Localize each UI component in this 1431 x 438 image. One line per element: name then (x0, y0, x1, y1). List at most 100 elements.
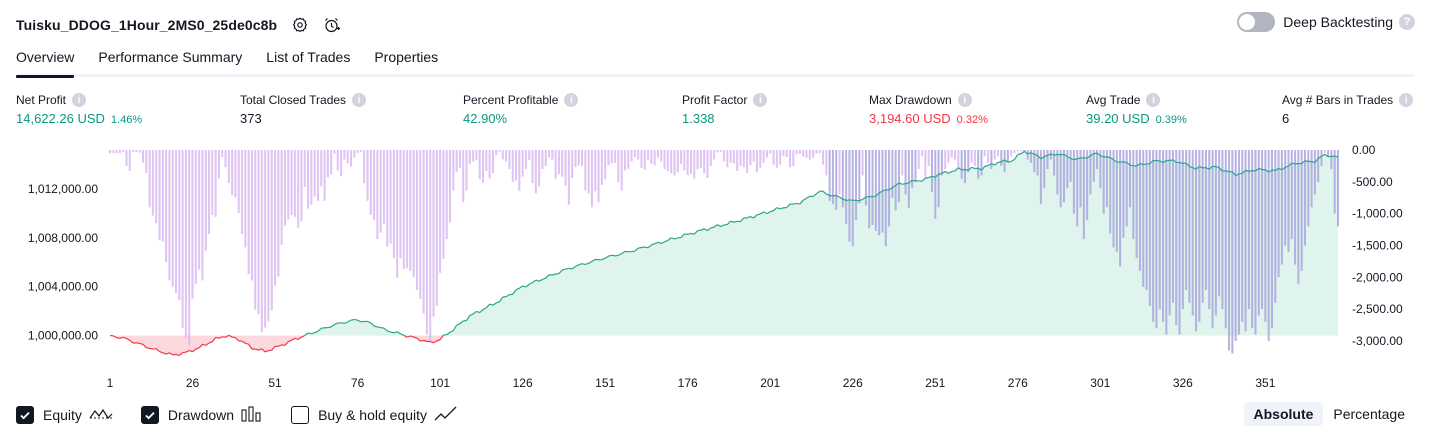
drawdown-bar (1122, 150, 1125, 238)
equity-line-segment (545, 274, 550, 279)
equity-line-segment (377, 326, 381, 329)
drawdown-bar (861, 150, 864, 176)
drawdown-bar (379, 150, 382, 233)
drawdown-bar (191, 150, 194, 299)
drawdown-bar (247, 150, 250, 275)
info-icon[interactable]: i (1399, 93, 1414, 107)
chart-legend: Equity Drawdown Buy & hold equity Absolu… (16, 402, 1415, 428)
tab-overview[interactable]: Overview (16, 44, 75, 78)
equity-line-segment (687, 232, 692, 235)
checkbox-checked[interactable] (16, 406, 34, 424)
equity-line-segment (984, 164, 989, 167)
drawdown-bar (782, 150, 785, 157)
equity-line-segment (1288, 162, 1293, 167)
equity-line-segment (449, 330, 454, 333)
add-alert-icon[interactable] (323, 16, 341, 34)
drawdown-bar (303, 150, 306, 187)
report-tabs: Overview Performance Summary List of Tra… (16, 44, 1415, 78)
info-icon[interactable]: i (72, 93, 87, 107)
equity-line-segment (835, 194, 840, 198)
drawdown-bar (399, 150, 402, 259)
equity-line-segment (1100, 155, 1104, 158)
equity-line-segment (604, 255, 609, 259)
drawdown-bar (406, 150, 409, 269)
equity-line-segment (763, 211, 768, 215)
drawdown-bar (264, 150, 267, 328)
equity-line-segment (232, 336, 236, 339)
drawdown-bar (947, 150, 950, 163)
equity-line-segment (746, 216, 751, 219)
equity-line-segment (822, 190, 827, 195)
drawdown-bar (1095, 150, 1099, 170)
equity-line-segment (1159, 160, 1164, 164)
equity-line-segment (423, 339, 428, 342)
tab-list-of-trades[interactable]: List of Trades (266, 49, 351, 65)
drawdown-bar (316, 150, 319, 201)
equity-line-segment (925, 177, 929, 179)
equity-line-segment (228, 334, 233, 338)
equity-line-segment (674, 237, 678, 240)
equity-line-segment (532, 279, 537, 284)
drawdown-bar (993, 150, 996, 160)
equity-drawdown-chart[interactable]: 1,000,000.00 1,004,000.00 1,008,000.00 1,01… (0, 140, 1431, 396)
drawdown-bar (676, 150, 679, 173)
equity-line-segment (638, 246, 642, 249)
equity-line-segment (334, 322, 339, 325)
info-icon[interactable]: i (564, 93, 579, 107)
info-icon[interactable]: i (957, 93, 972, 107)
equity-line-segment (816, 190, 821, 195)
drawdown-bar (689, 150, 693, 174)
drawdown-bar (1039, 150, 1042, 205)
percentage-button[interactable]: Percentage (1333, 406, 1405, 422)
equity-line-segment (1024, 150, 1029, 155)
info-icon[interactable]: i (352, 93, 367, 107)
equity-line-segment (621, 250, 626, 255)
checkbox-checked[interactable] (140, 406, 159, 424)
drawdown-bar (462, 150, 465, 203)
drawdown-bar (557, 150, 560, 175)
settings-icon[interactable] (291, 16, 309, 34)
drawdown-bar (594, 150, 597, 192)
drawdown-bar (716, 150, 719, 153)
drawdown-bar (551, 150, 554, 160)
absolute-button[interactable]: Absolute (1243, 402, 1324, 426)
drawdown-bar (366, 150, 369, 201)
drawdown-bar (977, 150, 980, 179)
drawdown-bar (706, 150, 709, 178)
left-axis-tick-label: 1,012,000.00 (28, 182, 98, 196)
drawdown-bar (323, 150, 326, 201)
drawdown-bar (772, 150, 775, 165)
drawdown-bar (151, 150, 154, 216)
buy-hold-equity-checkbox[interactable]: Buy & hold equity (291, 406, 458, 425)
metric-value: 6 (1282, 111, 1290, 126)
drawdown-bar (1092, 150, 1095, 182)
equity-line-segment (657, 241, 662, 245)
drawdown-bar (135, 150, 138, 152)
drawdown-checkbox[interactable]: Drawdown (140, 405, 263, 425)
equity-line-segment (264, 350, 269, 353)
info-icon[interactable]: i (1146, 93, 1161, 107)
info-icon[interactable]: i (753, 93, 768, 107)
drawdown-bar (1237, 150, 1240, 335)
drawdown-bar (1181, 150, 1184, 310)
drawdown-bar (769, 150, 772, 154)
drawdown-bar (904, 150, 907, 195)
tab-performance-summary[interactable]: Performance Summary (98, 49, 243, 65)
drawdown-bar (577, 150, 580, 166)
deep-backtesting-toggle[interactable] (1237, 12, 1276, 32)
equity-checkbox[interactable]: Equity (16, 406, 113, 424)
tab-properties[interactable]: Properties (374, 49, 439, 65)
drawdown-bar (802, 150, 805, 157)
drawdown-bar (1023, 150, 1026, 152)
equity-line-segment (654, 241, 659, 245)
buy-hold-equity-label: Buy & hold equity (318, 407, 428, 423)
equity-line-segment (489, 303, 494, 306)
help-icon[interactable]: ? (1399, 14, 1415, 30)
drawdown-bar (290, 150, 293, 215)
right-axis-tick-label: -3,000.00 (1352, 334, 1403, 348)
drawdown-bar (917, 150, 920, 170)
checkbox-unchecked[interactable] (291, 406, 310, 424)
equity-line-segment (307, 332, 312, 335)
drawdown-bar (260, 150, 263, 332)
drawdown-bar (287, 150, 290, 220)
